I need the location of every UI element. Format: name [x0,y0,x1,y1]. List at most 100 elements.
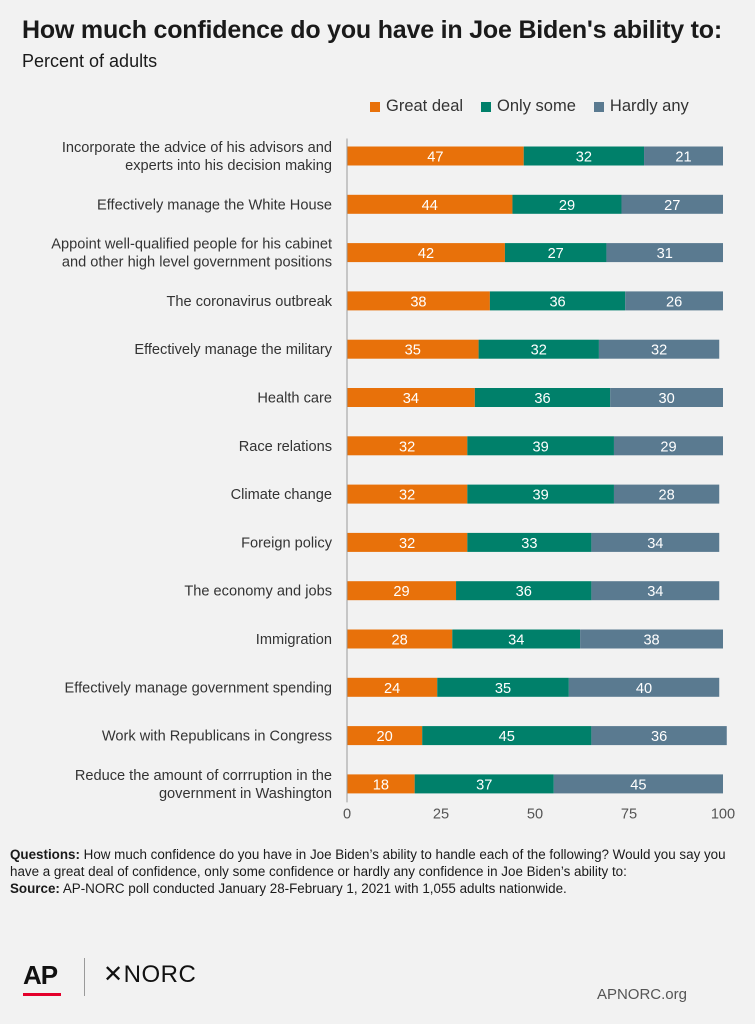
bar-segment-great-deal [347,339,479,359]
bar-segment-great-deal [347,581,457,601]
category-label: The coronavirus outbreak [167,294,333,310]
data-label-only-some: 32 [576,150,592,166]
bar-segment-only-some [512,194,622,214]
bar-segment-only-some [456,581,592,601]
data-label-only-some: 45 [499,729,515,745]
x-tick-label: 25 [433,806,449,822]
bar-segment-only-some [474,388,611,407]
bar-segment-only-some [489,291,626,311]
legend-label-great-deal: Great deal [386,97,464,115]
chart-notes: Questions: How much confidence do you ha… [10,846,745,897]
data-label-only-some: 27 [548,246,564,262]
data-label-great-deal: 24 [384,681,400,697]
bar-segment-hardly-any [613,436,723,456]
legend-swatch-great-deal [370,101,380,112]
category-label: Health care [257,391,332,407]
category-label-line: Health care [257,391,332,407]
data-label-only-some: 35 [495,681,511,697]
bar-segment-great-deal [347,146,524,166]
category-label-line: Appoint well-qualified people for his ca… [51,237,332,253]
legend-label-only-some: Only some [497,97,576,115]
legend: Great deal Only some Hardly any [370,97,689,116]
ap-logo: AP [23,960,58,990]
data-label-hardly-any: 40 [636,681,652,697]
bar-segment-great-deal [347,291,490,311]
bar-segment-hardly-any [591,726,727,746]
data-label-great-deal: 32 [399,488,415,504]
logo-divider [84,958,85,996]
bar-segment-only-some [452,629,581,649]
data-label-great-deal: 32 [399,439,415,455]
category-label-line: Reduce the amount of corrruption in the [75,768,332,784]
category-label-line: Immigration [256,632,332,648]
data-label-great-deal: 47 [427,150,443,166]
category-label: Reduce the amount of corrruption in the g… [75,768,332,802]
bar-segment-great-deal [347,484,468,504]
bar-segment-hardly-any [591,581,720,601]
stacked-bar-chart: Incorporate the advice of his advisors a… [51,138,735,822]
data-label-hardly-any: 30 [658,391,674,407]
bar-segment-great-deal [347,436,468,456]
data-label-hardly-any: 32 [651,343,667,359]
category-label: Immigration [256,632,332,648]
questions-text: How much confidence do you have in Joe B… [10,847,726,879]
data-label-hardly-any: 45 [630,777,646,793]
chart-title: How much confidence do you have in Joe B… [22,16,722,44]
data-label-hardly-any: 31 [657,246,673,262]
data-label-hardly-any: 26 [666,294,682,310]
source-text: AP-NORC poll conducted January 28-Februa… [59,881,567,896]
category-label-line: experts into his decision making [125,158,332,174]
chart-subtitle: Percent of adults [22,51,158,71]
category-label-line: Effectively manage government spending [65,680,332,696]
data-label-only-some: 39 [533,488,549,504]
data-label-only-some: 36 [516,584,532,600]
data-label-great-deal: 29 [393,584,409,600]
data-label-great-deal: 34 [403,391,419,407]
category-label: Appoint well-qualified people for his ca… [51,237,332,271]
data-label-hardly-any: 34 [647,584,663,600]
data-label-only-some: 36 [549,294,565,310]
norc-logo: ✕NORC [103,961,197,988]
data-label-hardly-any: 27 [664,198,680,214]
data-label-hardly-any: 28 [658,488,674,504]
x-tick-label: 75 [621,806,637,822]
category-label: Work with Republicans in Congress [102,729,332,745]
data-label-great-deal: 20 [376,729,392,745]
questions-label: Questions: [10,847,80,862]
category-label-line: Incorporate the advice of his advisors a… [62,140,332,156]
data-label-great-deal: 28 [392,633,408,649]
category-label-line: Climate change [231,487,332,503]
category-label: The economy and jobs [184,584,332,600]
bar-segment-only-some [467,484,614,504]
bar-segment-hardly-any [613,484,720,504]
bar-segment-great-deal [347,677,438,697]
x-tick-label: 0 [343,806,351,822]
category-label: Foreign policy [241,535,333,551]
category-label-line: Effectively manage the White House [97,197,332,213]
bar-segment-only-some [523,146,645,166]
bar-segment-only-some [504,243,607,263]
data-label-only-some: 39 [533,439,549,455]
data-label-great-deal: 42 [418,246,434,262]
data-label-only-some: 34 [508,633,524,649]
data-label-only-some: 33 [521,536,537,552]
category-label: Effectively manage the White House [97,197,332,213]
bar-segment-only-some [414,774,554,794]
data-label-great-deal: 18 [373,777,389,793]
data-label-only-some: 29 [559,198,575,214]
category-label-line: Work with Republicans in Congress [102,729,332,745]
bar-segment-great-deal [347,629,453,649]
data-label-great-deal: 32 [399,536,415,552]
bar-segment-only-some [437,677,569,697]
category-label-line: Effectively manage the military [134,342,332,358]
data-label-hardly-any: 21 [675,150,691,166]
ap-logo-underline [23,993,61,996]
bar-segment-great-deal [347,388,475,407]
category-label: Race relations [239,439,332,455]
bar-segment-only-some [478,339,599,359]
bar-segment-only-some [422,726,592,746]
category-label-line: The economy and jobs [184,584,332,600]
category-label-line: The coronavirus outbreak [167,294,333,310]
data-label-hardly-any: 34 [647,536,663,552]
bar-segment-hardly-any [598,339,720,359]
